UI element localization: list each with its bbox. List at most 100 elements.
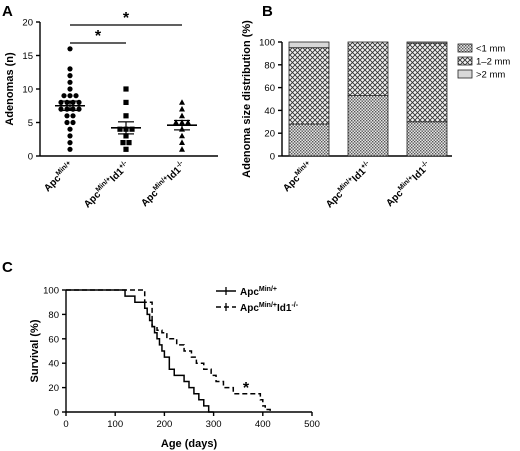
a-point-circle bbox=[73, 93, 79, 99]
a-point-square bbox=[117, 126, 123, 132]
panel-a-y-ticks: 0 5 10 15 20 bbox=[22, 18, 40, 163]
a-point-square bbox=[126, 140, 132, 146]
panel-b-y-ticks: 0 20 40 60 80 100 bbox=[259, 38, 282, 163]
b-category-label-sup1: Min/+ bbox=[294, 160, 312, 178]
c-legend-label: ApcMin/+ bbox=[240, 286, 277, 298]
b-bar-segment bbox=[406, 121, 448, 157]
a-point-circle bbox=[70, 113, 76, 119]
a-point-triangle bbox=[179, 139, 185, 145]
a-point-triangle bbox=[185, 119, 191, 125]
c-legend-label: ApcMin/+Id1-/- bbox=[240, 302, 299, 314]
a-sig-star: * bbox=[123, 10, 130, 27]
panel-c-xlabel: Age (days) bbox=[161, 438, 218, 450]
a-ytick-label: 15 bbox=[22, 51, 33, 62]
c-ytick-label: 20 bbox=[48, 383, 59, 394]
panel-b-ylabel: Adenoma size distribution (%) bbox=[241, 20, 253, 178]
a-point-square bbox=[120, 140, 126, 146]
a-point-triangle bbox=[179, 112, 185, 119]
a-point-circle bbox=[67, 93, 73, 99]
panel-a-categories: ApcMin/+ApcMin/+Id1+/-ApcMin/+Id1-/- bbox=[41, 159, 189, 210]
a-point-triangle bbox=[179, 132, 185, 139]
b-bar-segment bbox=[406, 41, 448, 44]
c-ytick-label: 100 bbox=[43, 286, 59, 297]
panel-c-chart: 0 20 40 60 80 100 0 100 200 300 400 500 Survival (… bbox=[29, 286, 320, 451]
panel-b-letter: B bbox=[262, 3, 273, 20]
a-ytick-label: 10 bbox=[22, 85, 33, 96]
b-ytick-label: 0 bbox=[270, 152, 275, 163]
a-point-circle bbox=[67, 146, 73, 152]
a-point-square bbox=[123, 86, 129, 92]
c-xtick-label: 300 bbox=[206, 419, 222, 430]
c-ytick-label: 0 bbox=[54, 408, 59, 419]
a-point-circle bbox=[67, 86, 73, 92]
b-category-label-sup2: -/- bbox=[420, 159, 430, 169]
b-category-label: ApcMin/+Id1+/- bbox=[323, 159, 374, 210]
c-curve-apc bbox=[66, 289, 214, 413]
panel-a-letter: A bbox=[2, 3, 13, 20]
a-point-circle bbox=[67, 140, 73, 146]
c-ytick-label: 60 bbox=[48, 334, 59, 345]
b-bar-segment bbox=[406, 42, 448, 123]
a-category-label: ApcMin/+ bbox=[41, 160, 76, 195]
c-legend-mid: Id1 bbox=[277, 303, 292, 314]
a-category-label-sup1: Min/+ bbox=[55, 160, 73, 178]
panel-c-ylabel: Survival (%) bbox=[29, 319, 41, 382]
a-point-circle bbox=[67, 126, 73, 132]
b-ytick-label: 80 bbox=[264, 60, 275, 71]
b-category-label: ApcMin/+ bbox=[280, 160, 315, 195]
panel-a-points bbox=[58, 46, 191, 152]
b-legend-swatch bbox=[457, 69, 473, 79]
c-legend-base: Apc bbox=[240, 303, 259, 314]
a-point-circle bbox=[67, 66, 73, 72]
b-category-label-sup2: +/- bbox=[360, 159, 371, 170]
a-sig-star: * bbox=[95, 28, 102, 45]
a-point-circle bbox=[61, 93, 67, 99]
a-point-square bbox=[123, 113, 129, 119]
b-category-label: ApcMin/+Id1-/- bbox=[384, 159, 434, 209]
b-legend-label: 1–2 mm bbox=[476, 57, 510, 68]
c-xtick-label: 0 bbox=[63, 419, 68, 430]
panel-c-legend: ApcMin/+ApcMin/+Id1-/- bbox=[216, 286, 299, 314]
a-category-label-sup2: -/- bbox=[175, 159, 185, 169]
b-bar-segment bbox=[288, 47, 330, 125]
b-bar-segment bbox=[288, 123, 330, 157]
a-ytick-label: 20 bbox=[22, 18, 33, 29]
c-xtick-label: 100 bbox=[107, 419, 123, 430]
a-point-square bbox=[123, 99, 129, 105]
a-category-label-sup2: +/- bbox=[118, 159, 129, 170]
panel-b-bars bbox=[288, 41, 448, 157]
b-legend-label: >2 mm bbox=[476, 70, 505, 81]
b-legend-swatch bbox=[457, 43, 473, 53]
a-point-circle bbox=[67, 133, 73, 139]
a-point-circle bbox=[70, 119, 76, 126]
c-legend-sup2: -/- bbox=[291, 302, 298, 309]
b-bar-segment bbox=[347, 41, 389, 96]
panel-c-significance-star: * bbox=[243, 380, 250, 397]
b-bar-segment bbox=[288, 41, 330, 49]
c-ytick-label: 40 bbox=[48, 359, 59, 370]
c-curve-id1-ko bbox=[66, 289, 271, 412]
b-ytick-label: 40 bbox=[264, 106, 275, 117]
c-legend-sup1: Min/+ bbox=[259, 286, 277, 293]
c-xtick-label: 400 bbox=[255, 419, 271, 430]
panel-a-ylabel: Adenomas (n) bbox=[4, 52, 16, 126]
a-point-circle bbox=[67, 79, 73, 85]
a-point-square bbox=[129, 126, 135, 132]
a-category-label: ApcMin/+Id1-/- bbox=[139, 159, 189, 209]
a-point-triangle bbox=[179, 146, 185, 152]
c-legend-base: Apc bbox=[240, 287, 259, 298]
a-point-square bbox=[123, 133, 129, 139]
a-point-circle bbox=[67, 73, 73, 79]
panel-a-significance: ** bbox=[70, 10, 182, 45]
b-ytick-label: 60 bbox=[264, 83, 275, 94]
a-ytick-label: 0 bbox=[28, 152, 33, 163]
panel-c-letter: C bbox=[2, 259, 13, 276]
a-category-label: ApcMin/+Id1+/- bbox=[81, 159, 132, 210]
a-point-square bbox=[123, 146, 129, 152]
a-point-triangle bbox=[179, 105, 185, 112]
panel-b-categories: ApcMin/+ApcMin/+Id1+/-ApcMin/+Id1-/- bbox=[280, 159, 434, 210]
b-legend-label: <1 mm bbox=[476, 44, 505, 55]
a-ytick-label: 5 bbox=[28, 118, 33, 129]
a-point-circle bbox=[64, 113, 70, 119]
